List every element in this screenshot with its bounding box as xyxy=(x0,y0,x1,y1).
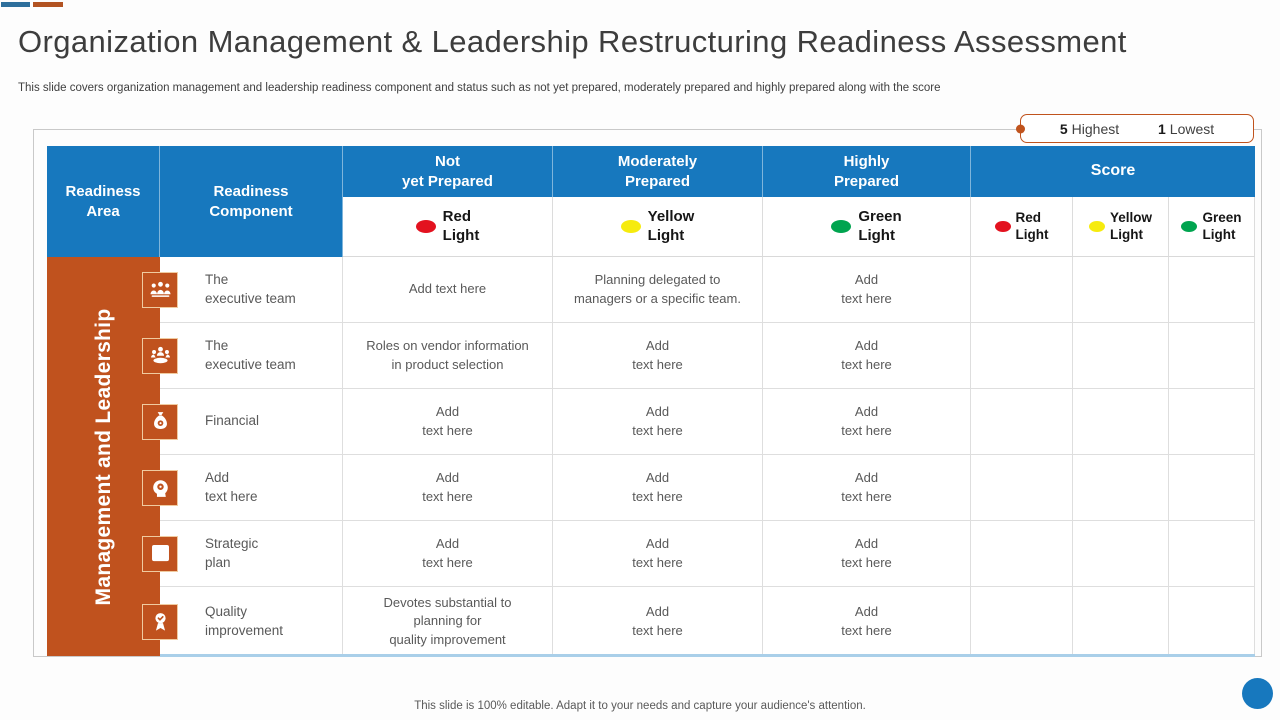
score-subheader-red-light-label: Red Light xyxy=(1015,209,1049,242)
moderately-prepared-cell: Add text here xyxy=(553,389,763,455)
component-cell: The executive team xyxy=(142,257,343,323)
strategic-plan-icon xyxy=(142,535,178,572)
highly-prepared-cell: Add text here xyxy=(763,455,971,521)
score-subheader-green-light: Green Light xyxy=(1169,197,1255,257)
component-label: Strategic plan xyxy=(205,535,259,570)
not-yet-prepared-cell: Add text here xyxy=(343,521,553,587)
moderately-prepared-cell: Planning delegated to managers or a spec… xyxy=(553,257,763,323)
quality-badge-icon xyxy=(142,603,178,640)
score-red-cell xyxy=(971,587,1073,656)
component-label: Financial xyxy=(205,413,260,429)
slide-title: Organization Management & Leadership Res… xyxy=(18,24,1127,59)
table-bottom-accent xyxy=(160,654,1255,657)
legend-highest: 5 Highest xyxy=(1060,121,1119,137)
moderately-prepared-cell: Add text here xyxy=(553,521,763,587)
highly-prepared-cell: Add text here xyxy=(763,521,971,587)
component-cell: The executive team xyxy=(142,323,343,389)
score-green-cell xyxy=(1169,521,1255,587)
component-label: The executive team xyxy=(205,271,296,306)
score-yellow-cell xyxy=(1073,257,1169,323)
green-light-icon xyxy=(831,220,852,233)
header-not-yet-prepared: Not yet Prepared xyxy=(343,146,553,197)
score-legend: 5 Highest 1 Lowest xyxy=(1016,114,1254,143)
footer-note: This slide is 100% editable. Adapt it to… xyxy=(414,700,866,712)
score-green-cell xyxy=(1169,323,1255,389)
moderately-prepared-cell: Add text here xyxy=(553,587,763,656)
score-subheader-green-light-label: Green Light xyxy=(1202,209,1242,242)
not-yet-prepared-cell: Add text here xyxy=(343,389,553,455)
score-yellow-cell xyxy=(1073,587,1169,656)
highly-prepared-cell: Add text here xyxy=(763,323,971,389)
money-bag-icon xyxy=(142,403,178,440)
component-cell: Financial xyxy=(142,389,343,455)
not-yet-prepared-cell: Devotes substantial to planning for qual… xyxy=(343,587,553,656)
legend-connector-dot xyxy=(1016,124,1025,133)
score-green-cell xyxy=(1169,455,1255,521)
component-cell: Add text here xyxy=(142,455,343,521)
thinking-head-icon xyxy=(142,469,178,506)
moderately-prepared-cell: Add text here xyxy=(553,455,763,521)
score-red-cell xyxy=(971,521,1073,587)
green-light-icon xyxy=(1181,221,1198,232)
score-subheader-red-light: Red Light xyxy=(971,197,1073,257)
red-light-icon xyxy=(994,221,1011,232)
readiness-table: Readiness Area Readiness Component Not y… xyxy=(47,146,1255,657)
accent-bar-blue xyxy=(1,2,30,7)
readiness-area-band-label: Management and Leadership xyxy=(91,308,115,605)
not-yet-prepared-cell: Roles on vendor information in product s… xyxy=(343,323,553,389)
highly-prepared-cell: Add text here xyxy=(763,389,971,455)
yellow-light-icon xyxy=(620,220,641,233)
component-label: Add text here xyxy=(205,469,258,504)
score-red-cell xyxy=(971,389,1073,455)
header-highly-prepared: Highly Prepared xyxy=(763,146,971,197)
subheader-red-light: Red Light xyxy=(343,197,553,257)
legend-lowest: 1 Lowest xyxy=(1158,121,1214,137)
crowd-icon xyxy=(142,271,178,308)
not-yet-prepared-cell: Add text here xyxy=(343,455,553,521)
score-red-cell xyxy=(971,455,1073,521)
legend-lowest-value: 1 xyxy=(1157,120,1166,137)
highly-prepared-cell: Add text here xyxy=(763,257,971,323)
score-green-cell xyxy=(1169,257,1255,323)
moderately-prepared-cell: Add text here xyxy=(553,323,763,389)
accent-bar-orange xyxy=(33,2,63,7)
highly-prepared-cell: Add text here xyxy=(763,587,971,656)
component-cell: Quality improvement xyxy=(142,587,343,656)
header-score: Score xyxy=(971,146,1255,197)
not-yet-prepared-cell: Add text here xyxy=(343,257,553,323)
red-light-icon xyxy=(415,220,436,233)
meeting-icon xyxy=(142,337,178,374)
subheader-yellow-light: Yellow Light xyxy=(553,197,763,257)
component-label: The executive team xyxy=(205,337,296,372)
score-yellow-cell xyxy=(1073,521,1169,587)
score-yellow-cell xyxy=(1073,455,1169,521)
subheader-green-light: Green Light xyxy=(763,197,971,257)
legend-highest-label: Highest xyxy=(1071,120,1120,137)
readiness-area-band: Management and Leadership xyxy=(47,257,160,656)
decor-circle xyxy=(1242,678,1273,709)
legend-lowest-label: Lowest xyxy=(1169,120,1215,137)
subheader-red-light-label: Red Light xyxy=(442,207,480,244)
component-cell: Strategic plan xyxy=(142,521,343,587)
score-yellow-cell xyxy=(1073,323,1169,389)
header-readiness-area: Readiness Area xyxy=(47,146,160,257)
header-readiness-component: Readiness Component xyxy=(160,146,343,257)
score-subheader-yellow-light-label: Yellow Light xyxy=(1109,209,1153,242)
score-subheader-yellow-light: Yellow Light xyxy=(1073,197,1169,257)
subheader-green-light-label: Green Light xyxy=(858,207,902,244)
yellow-light-icon xyxy=(1088,221,1105,232)
score-green-cell xyxy=(1169,587,1255,656)
component-label: Quality improvement xyxy=(205,603,284,638)
slide-subtitle: This slide covers organization managemen… xyxy=(18,82,941,94)
header-moderately-prepared: Moderately Prepared xyxy=(553,146,763,197)
legend-highest-value: 5 xyxy=(1059,120,1068,137)
score-green-cell xyxy=(1169,389,1255,455)
score-yellow-cell xyxy=(1073,389,1169,455)
score-red-cell xyxy=(971,257,1073,323)
subheader-yellow-light-label: Yellow Light xyxy=(647,207,695,244)
score-red-cell xyxy=(971,323,1073,389)
